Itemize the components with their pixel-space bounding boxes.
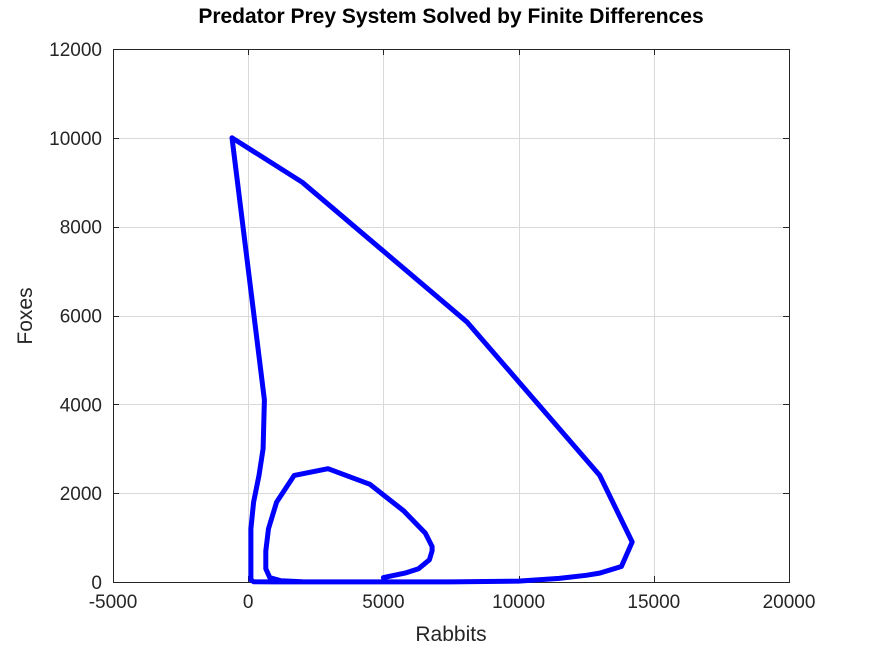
x-tick-label: 0 [243,592,254,613]
y-tick-label: 2000 [60,484,102,505]
x-tick-label: 20000 [763,592,816,613]
y-tick-label: 6000 [60,307,102,328]
y-axis-label: Foxes [14,287,37,344]
ticks: -5000 0 5000 10000 15000 20000020004000600080… [49,40,815,613]
x-axis-label: Rabbits [415,623,486,646]
y-tick-label: 0 [91,573,102,594]
y-tick-label: 8000 [60,218,102,239]
y-tick-label: 4000 [60,395,102,416]
y-tick-label: 12000 [49,40,102,61]
x-tick-label: -5000 [89,592,138,613]
series-layer [229,135,635,585]
series-line [229,135,635,585]
x-tick-label: 10000 [492,592,545,613]
x-tick-label: 5000 [362,592,404,613]
chart-title: Predator Prey System Solved by Finite Di… [198,5,703,28]
y-tick-label: 10000 [49,129,102,150]
x-tick-label: 15000 [627,592,680,613]
